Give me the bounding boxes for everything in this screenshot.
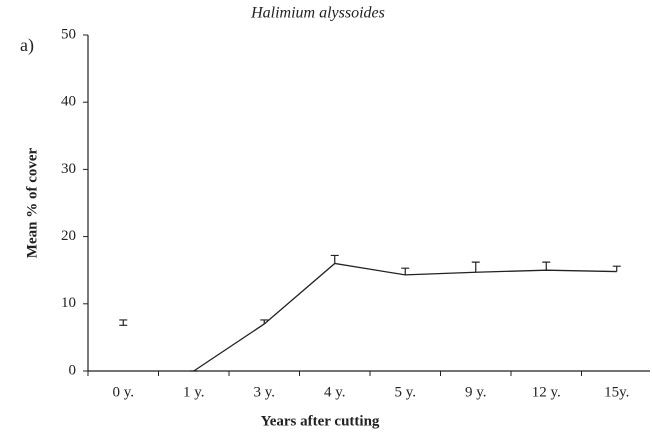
x-tick-label: 9 y.	[465, 384, 487, 400]
x-tick-label: 3 y.	[253, 384, 275, 400]
y-tick-label: 20	[61, 228, 76, 244]
y-tick-label: 40	[61, 94, 76, 110]
error-bar	[330, 254, 339, 264]
error-bar	[260, 319, 269, 324]
y-axis-label: Mean % of cover	[24, 147, 40, 258]
x-tick-label: 1 y.	[183, 384, 205, 400]
x-axis-label: Years after cutting	[261, 413, 380, 429]
error-bar	[119, 319, 128, 326]
x-tick-label: 12 y.	[532, 384, 561, 400]
error-bar	[471, 261, 480, 273]
y-tick-label: 50	[61, 26, 76, 42]
y-tick-label: 10	[61, 295, 76, 311]
error-bar	[401, 267, 410, 275]
y-tick-label: 0	[69, 362, 77, 378]
x-tick-label: 0 y.	[112, 384, 134, 400]
x-tick-label: 5 y.	[394, 384, 416, 400]
x-tick-label: 15y.	[604, 384, 629, 400]
error-bar	[542, 261, 551, 271]
error-bar	[612, 265, 621, 272]
y-tick-label: 30	[61, 161, 76, 177]
panel-label: a)	[20, 35, 34, 56]
x-tick-label: 4 y.	[324, 384, 346, 400]
chart-title: Halimium alyssoides	[250, 5, 385, 22]
line	[193, 262, 617, 372]
